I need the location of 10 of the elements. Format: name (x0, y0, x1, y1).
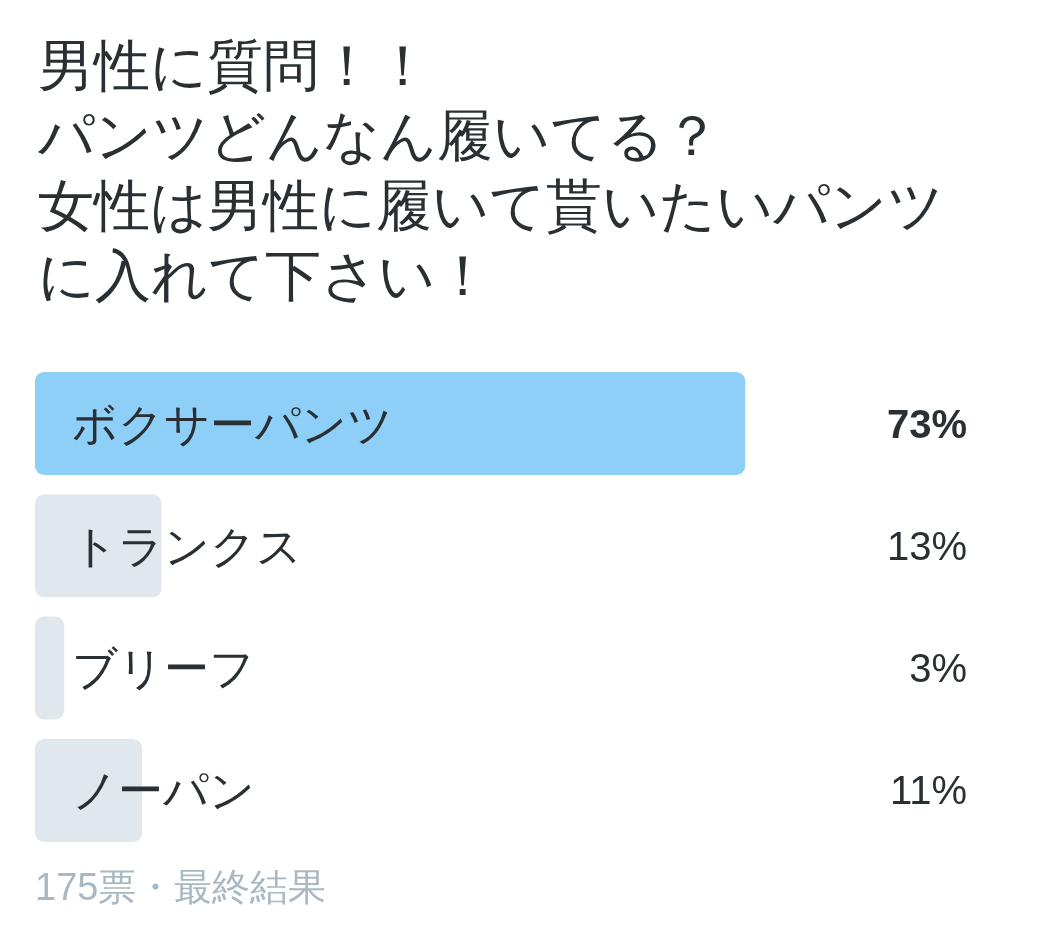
value-label: 11% (889, 768, 967, 813)
value-label: 73% (886, 401, 967, 446)
title: 男性に質問！！パンツどんなん履いてる？女性は男性に履いて貰いたいパンツに入れて下さい！ (38, 34, 944, 307)
category: トランクス (72, 520, 302, 572)
value-label: 13% (886, 523, 967, 568)
annotation: 175票・最終結果 (35, 866, 327, 908)
category: ボクサーパンツ (72, 398, 393, 450)
value-label: 3% (909, 646, 967, 691)
category: ブリーフ (72, 643, 255, 695)
category: ノーパン (72, 765, 255, 817)
